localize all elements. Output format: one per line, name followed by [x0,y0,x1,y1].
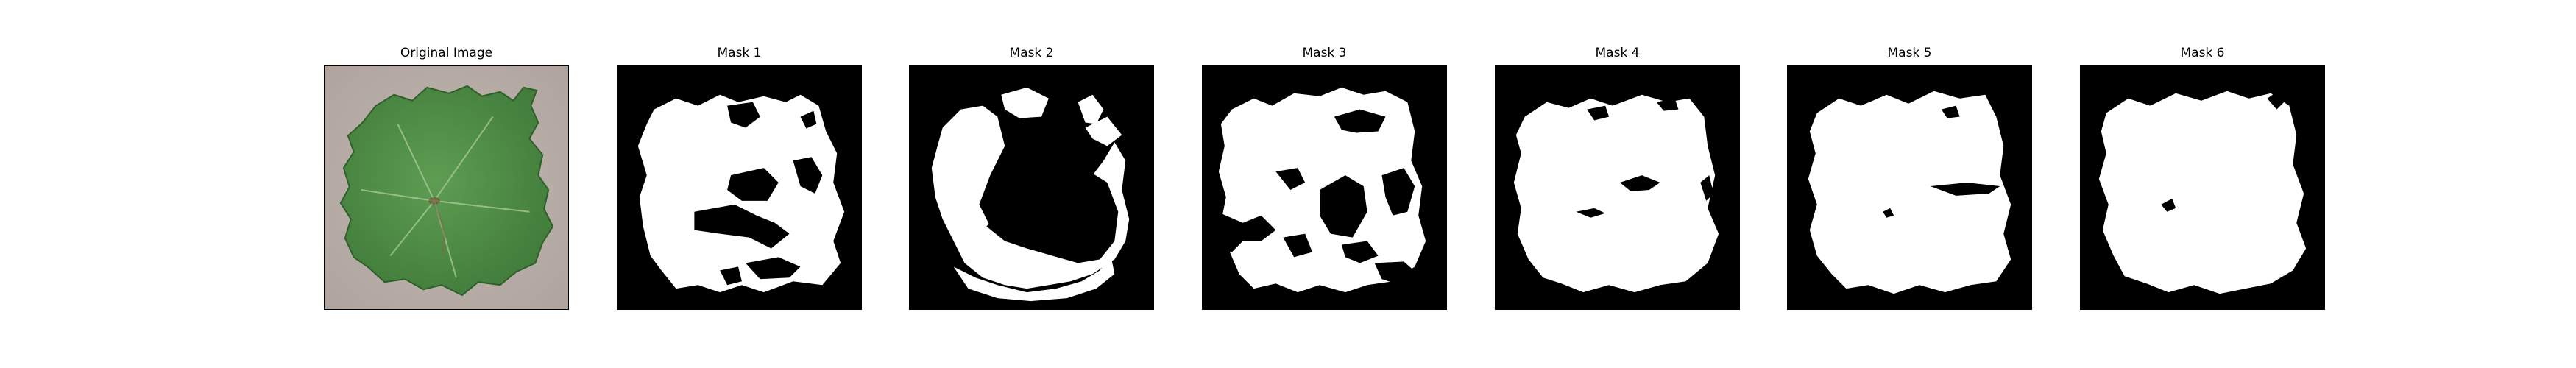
mask-3-graphic [1203,66,1446,309]
panel-mask-4: Mask 4 [1495,46,1740,311]
mask-2-image [909,65,1154,310]
mask-4-image [1495,65,1740,310]
panel-mask-6: Mask 6 [2080,46,2325,311]
panel-mask-3: Mask 3 [1202,46,1447,311]
panel-title: Original Image [400,46,493,60]
panel-title: Mask 3 [1302,46,1347,60]
mask-4-graphic [1496,66,1739,309]
mask-1-image [617,65,862,310]
panel-mask-2: Mask 2 [909,46,1154,311]
panel-original-image: Original Image [324,46,569,311]
mask-6-image [2080,65,2325,310]
mask-3-image [1202,65,1447,310]
panel-title: Mask 5 [1887,46,1932,60]
panel-mask-5: Mask 5 [1787,46,2032,311]
mask-2-graphic [910,66,1153,309]
panel-title: Mask 2 [1009,46,1054,60]
panel-title: Mask 1 [717,46,762,60]
original-leaf-photo [324,65,569,310]
mask-5-graphic [1788,66,2031,309]
mask-6-graphic [2081,66,2324,309]
mask-5-image [1787,65,2032,310]
leaf-photo-graphic [325,66,568,309]
panel-title: Mask 4 [1595,46,1640,60]
mask-1-graphic [618,66,861,309]
panel-title: Mask 6 [2180,46,2225,60]
panel-mask-1: Mask 1 [617,46,862,311]
